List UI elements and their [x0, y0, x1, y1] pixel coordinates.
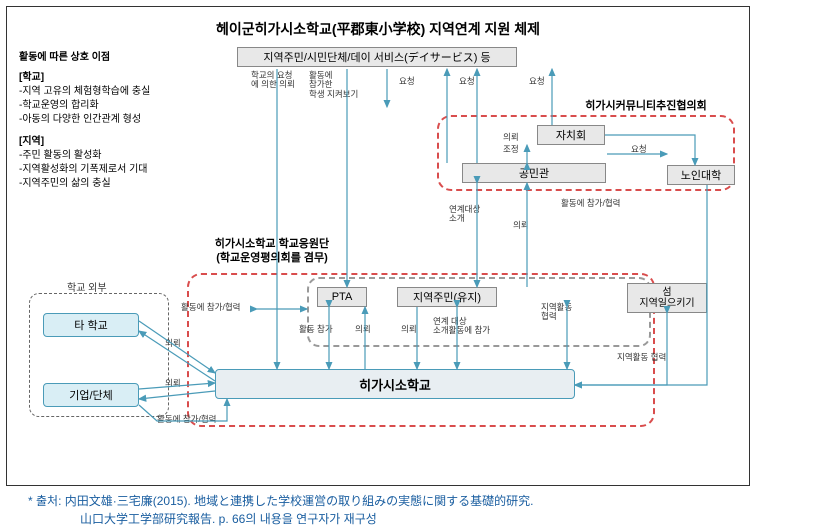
- edge-label: 활동에 참가한 학생 지켜보기: [309, 71, 358, 99]
- external-title: 학교 외부: [67, 283, 107, 294]
- edge-label: 연계 대상 소개활동에 참가: [433, 317, 490, 336]
- edge-label: 요청: [631, 145, 647, 154]
- school-item: -아동의 다양한 인간관계 형성: [19, 113, 199, 127]
- civic-services-node: 지역주민/시민단체/데이 서비스(デイサービス) 등: [237, 47, 517, 67]
- edge-label: 의뢰: [513, 221, 529, 230]
- edge-label: 의뢰: [503, 133, 519, 142]
- edge-label: 지역활동 협력: [541, 303, 572, 322]
- school-item: -학교운영의 합리화: [19, 99, 199, 113]
- other-school-node: 타 학교: [43, 313, 139, 337]
- support-group-title: 히가시소학교 학교응원단 (학교운영평의회를 겸무): [187, 237, 357, 266]
- edge-label: 활동에 참가/협력: [181, 303, 240, 312]
- school-item: -지역 고유의 체험형학습에 충실: [19, 85, 199, 99]
- edge-label: 조정: [503, 145, 519, 154]
- region-item: -지역활성화의 기폭제로서 기대: [19, 163, 199, 177]
- diagram-title: 헤이군히가시소학교(平郡東小学校) 지역연계 지원 체제: [7, 19, 749, 39]
- senior-univ-node: 노인대학: [667, 165, 735, 185]
- edge-label: 요청: [399, 77, 415, 86]
- benefits-header: 활동에 따른 상호 이점: [19, 51, 199, 65]
- company-node: 기업/단체: [43, 383, 139, 407]
- island-node: 섬 지역일으키기: [627, 283, 707, 313]
- residents-node: 지역주민(유지): [397, 287, 497, 307]
- school-hdr: [학교]: [19, 71, 199, 85]
- pta-node: PTA: [317, 287, 367, 307]
- region-item: -지역주민의 삶의 충실: [19, 177, 199, 191]
- edge-label: 활동에 참가/협력: [561, 199, 620, 208]
- edge-label: 의뢰: [165, 339, 181, 348]
- edge-label: 의뢰: [165, 379, 181, 388]
- edge-label: 활동에 참가/협력: [157, 415, 216, 424]
- public-hall-node: 공민관: [462, 163, 606, 183]
- source-citation: * 출처: 内田文雄·三宅廉(2015). 地域と連携した学校運営の取り組みの実…: [28, 492, 533, 528]
- higashi-school-node: 히가시소학교: [215, 369, 575, 399]
- edge-label: 요청: [459, 77, 475, 86]
- edge-label: 의뢰: [401, 325, 417, 334]
- edge-label: 지역활동 협력: [617, 353, 666, 362]
- autonomy-node: 자치회: [537, 125, 605, 145]
- community-council-title: 히가시커뮤니티추진협의회: [561, 99, 731, 113]
- region-hdr: [지역]: [19, 135, 199, 149]
- edge-label: 요청: [529, 77, 545, 86]
- region-item: -주민 활동의 활성화: [19, 149, 199, 163]
- edge-label: 연계대상 소개: [449, 205, 480, 224]
- edge-label: 의뢰: [355, 325, 371, 334]
- edge-label: 활동 참가: [299, 325, 333, 334]
- edge-label: 학교의 요청 에 의한 의뢰: [251, 71, 295, 90]
